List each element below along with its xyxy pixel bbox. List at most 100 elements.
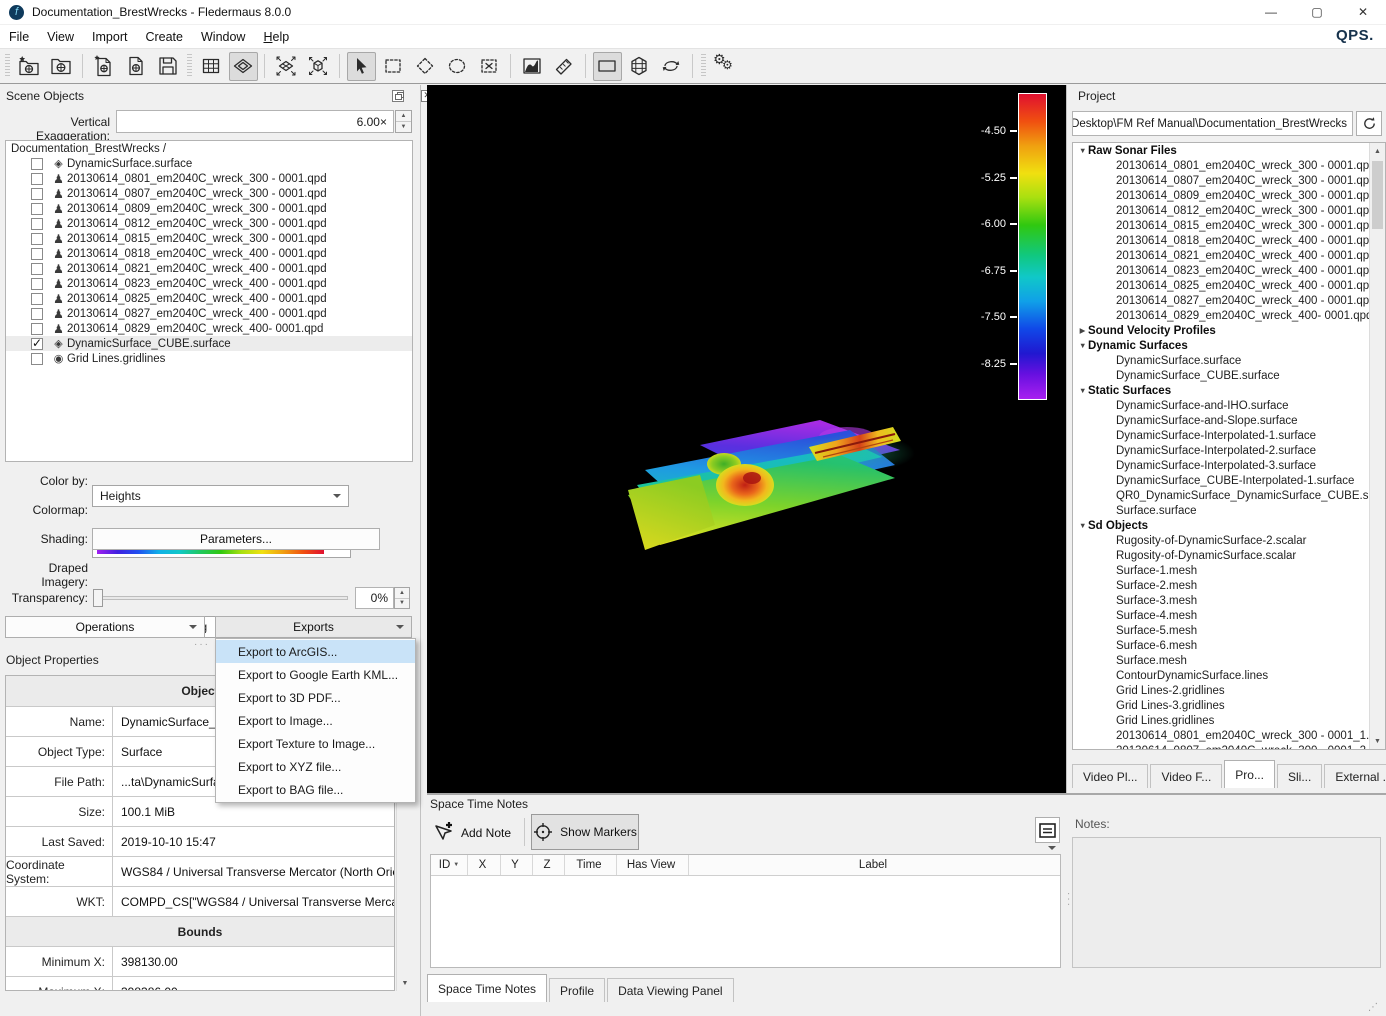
color-by-dropdown[interactable]: Heights [92,485,349,507]
transparency-value-input[interactable]: 0% [355,587,394,609]
scene-tree-row[interactable]: 20130614_0818_em2040C_wreck_400 - 0001.q… [6,246,412,261]
project-tree-row[interactable]: ▼ Static Surfaces [1079,384,1172,397]
dock-tab[interactable]: Sli... [1276,764,1323,788]
dock-tab[interactable]: Video F... [1150,764,1223,788]
shading-parameters-button[interactable]: Parameters... [92,528,380,550]
notes-table-header[interactable]: Time [565,855,617,875]
visibility-checkbox[interactable] [31,172,43,185]
property-row[interactable]: WKT: COMPD_CS["WGS84 / Universal Transve… [6,886,394,916]
scene-tree-row[interactable]: 20130614_0827_em2040C_wreck_400 - 0001.q… [6,306,412,321]
property-row[interactable]: Minimum X: 398130.00 [6,946,394,976]
show-markers-button[interactable]: Show Markers [531,814,639,850]
visibility-checkbox[interactable] [31,157,43,170]
transparency-stepper[interactable]: ▲ ▼ [394,587,410,609]
splitter-grip[interactable]: ··· [1063,892,1074,908]
notes-textarea[interactable] [1072,837,1381,968]
scroll-up-icon[interactable]: ▲ [1370,143,1385,159]
chevron-down-icon[interactable] [1048,846,1056,850]
minimize-button[interactable]: — [1265,5,1277,19]
bottom-tab[interactable]: Space Time Notes [427,974,548,1002]
lasso-select-icon[interactable] [443,52,472,81]
scene-tree-row[interactable]: 20130614_0812_em2040C_wreck_300 - 0001.q… [6,216,412,231]
rotate-view-icon[interactable] [657,52,686,81]
rect-select-icon[interactable] [379,52,408,81]
project-tree-row[interactable]: 20130614_0807_em2040C_wreck_300 - 0001_2… [1073,743,1385,750]
project-tree-row[interactable]: 20130614_0809_em2040C_wreck_300 - 0001.q… [1116,189,1376,202]
scene-tree-row[interactable]: Grid Lines.gridlines [6,351,412,366]
scene-tree-row[interactable]: DynamicSurface.surface [6,156,412,171]
exports-menu-item[interactable]: Export to BAG file... [238,782,344,797]
scene-tree-row[interactable]: 20130614_0807_em2040C_wreck_300 - 0001.q… [6,186,412,201]
exports-menu-item[interactable]: Export to Google Earth KML... [238,667,399,682]
colormap-icon[interactable] [592,51,622,81]
dock-tab[interactable]: Video Pl... [1072,764,1149,788]
scene-tree-row[interactable]: ✓ DynamicSurface_CUBE.surface [6,336,412,351]
splitter-grip[interactable]: ··· [194,639,210,650]
exports-menu-item[interactable]: Export Texture to Image... [238,736,376,751]
transparency-slider-track[interactable] [95,596,348,600]
polygon-select-icon[interactable] [411,52,440,81]
project-tree-row[interactable]: DynamicSurface-Interpolated-2.surface [1116,444,1317,457]
visibility-checkbox[interactable]: ✓ [31,335,43,350]
exports-menu-item[interactable]: Export to ArcGIS... [216,640,415,663]
property-row[interactable]: Maximum X: 398386.00 [6,976,394,990]
property-row[interactable]: Bounds [6,916,394,946]
menu-item[interactable]: View [47,29,75,44]
open-scene-icon[interactable] [47,52,76,81]
visibility-checkbox[interactable] [31,247,43,260]
project-tree-row[interactable]: 20130614_0815_em2040C_wreck_300 - 0001.q… [1116,219,1376,232]
surface-view-icon[interactable] [228,51,258,81]
project-tree-row[interactable]: Surface-1.mesh [1116,564,1198,577]
bottom-tab[interactable]: Data Viewing Panel [607,978,734,1002]
exports-menu-item[interactable]: Export to Image... [238,713,333,728]
3d-viewport[interactable]: -4.50 -5.25 -6.00 -6.75 -7.50 -8.25 [427,85,1066,793]
select-arrow-icon[interactable] [346,51,376,81]
scroll-down-icon[interactable]: ▼ [1370,733,1385,749]
project-tree-row[interactable]: Rugosity-of-DynamicSurface-2.scalar [1116,534,1307,547]
open-file-icon[interactable] [122,52,151,81]
notes-table[interactable]: ID ▼ X Y Z Time Has View Label [430,854,1061,968]
maximize-button[interactable]: ▢ [1311,5,1323,19]
visibility-checkbox[interactable] [31,292,43,305]
project-tree-row[interactable]: Surface-5.mesh [1116,624,1198,637]
scroll-down-icon[interactable]: ▼ [397,975,413,991]
project-tree-row[interactable]: 20130614_0827_em2040C_wreck_400 - 0001.q… [1116,294,1376,307]
project-tree-row[interactable]: DynamicSurface-and-IHO.surface [1116,399,1289,412]
project-tree-row[interactable]: DynamicSurface-Interpolated-1.surface [1116,429,1317,442]
project-tree-row[interactable]: 20130614_0818_em2040C_wreck_400 - 0001.q… [1116,234,1376,247]
scene-tree-row[interactable]: 20130614_0801_em2040C_wreck_300 - 0001.q… [6,171,412,186]
project-tree-row[interactable]: Surface-6.mesh [1116,639,1198,652]
project-tree-row[interactable]: Grid Lines.gridlines [1116,714,1215,727]
project-tree-row[interactable]: Grid Lines-2.gridlines [1116,684,1225,697]
visibility-checkbox[interactable] [31,187,43,200]
visibility-checkbox[interactable] [31,322,43,335]
project-tree-row[interactable]: Rugosity-of-DynamicSurface.scalar [1116,549,1297,562]
project-tree-row[interactable]: ▶ Sound Velocity Profiles [1079,324,1216,337]
scene-tree-row[interactable]: 20130614_0815_em2040C_wreck_300 - 0001.q… [6,231,412,246]
dock-tab[interactable]: Pro... [1224,760,1275,788]
notes-list-button[interactable] [1035,817,1060,843]
scroll-thumb[interactable] [1372,161,1383,229]
project-tree-row[interactable]: ▼ Dynamic Surfaces [1079,339,1188,352]
toolbar-grip[interactable] [187,54,192,78]
project-tree-row[interactable]: Surface-2.mesh [1116,579,1198,592]
scene-tree-row[interactable]: 20130614_0823_em2040C_wreck_400 - 0001.q… [6,276,412,291]
project-tree-row[interactable]: DynamicSurface-Interpolated-3.surface [1116,459,1317,472]
import-file-icon[interactable] [90,52,119,81]
project-tree-row[interactable]: Surface.mesh [1116,654,1187,667]
project-tree-row[interactable]: Surface-4.mesh [1116,609,1198,622]
project-tree-row[interactable]: 20130614_0801_em2040C_wreck_300 - 0001.q… [1116,159,1376,172]
measure-ruler-icon[interactable] [550,52,579,81]
notes-table-header[interactable]: X [468,855,501,875]
project-scrollbar[interactable]: ▲ ▼ [1369,143,1385,749]
project-tree-row[interactable]: Surface-3.mesh [1116,594,1198,607]
project-tree-row[interactable]: ▼ Sd Objects [1079,519,1149,532]
settings-gears-icon[interactable]: ⚙ ⚙ [713,51,733,72]
transparency-slider-handle[interactable] [93,589,103,607]
float-panel-icon[interactable] [392,90,404,102]
visibility-checkbox[interactable] [31,277,43,290]
scene-tree-row[interactable]: 20130614_0829_em2040C_wreck_400- 0001.qp… [6,321,412,336]
save-icon[interactable] [154,52,183,81]
project-tree-row[interactable]: 20130614_0823_em2040C_wreck_400 - 0001.q… [1116,264,1376,277]
